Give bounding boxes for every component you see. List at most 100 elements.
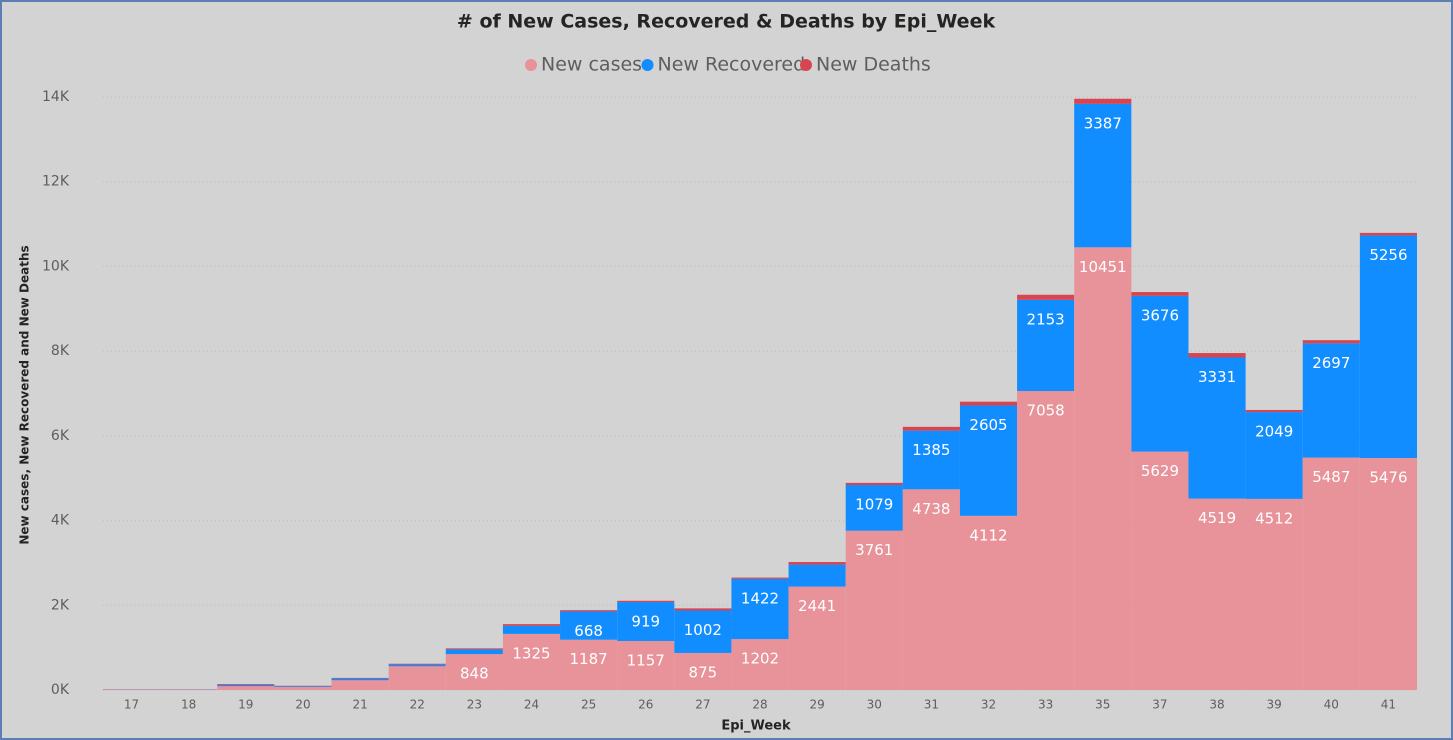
data-label: 848 (460, 665, 489, 683)
data-label: 5256 (1369, 246, 1407, 264)
bar-segment (1131, 295, 1189, 452)
data-label: 1422 (741, 589, 779, 607)
data-label: 2605 (969, 416, 1007, 434)
x-tick-label: 29 (809, 698, 824, 712)
data-label: 4512 (1255, 509, 1293, 527)
bar-segment (674, 652, 732, 690)
data-label: 2049 (1255, 423, 1293, 441)
bar-segment (274, 687, 332, 690)
bar-segment (217, 686, 275, 690)
x-tick-label: 39 (1267, 698, 1282, 712)
bar-segment (560, 611, 618, 640)
data-label: 1202 (741, 650, 779, 668)
bar-segment (502, 633, 561, 690)
x-tick-label: 41 (1381, 698, 1396, 712)
y-tick-label: 2K (51, 597, 70, 613)
bar-segment (1359, 232, 1417, 236)
bar-segment (788, 562, 846, 565)
y-tick-label: 8K (51, 343, 70, 359)
bar-segment (331, 680, 389, 690)
bar-segment (1359, 235, 1417, 459)
data-label: 3676 (1141, 306, 1179, 324)
bar-segment (845, 484, 903, 531)
legend-label: New cases (541, 54, 642, 76)
data-label: 668 (574, 622, 603, 640)
data-label: 5629 (1141, 462, 1179, 480)
bar-segment (1131, 292, 1189, 296)
legend: New cases New Recovered New Deaths (525, 54, 931, 76)
bar-segment (217, 684, 275, 687)
data-label: 7058 (1027, 402, 1065, 420)
data-label: 3761 (855, 541, 893, 559)
bar-segment (1131, 451, 1189, 690)
x-tick-label: 35 (1095, 698, 1110, 712)
bar-segment (331, 677, 389, 679)
data-label: 2441 (798, 597, 836, 615)
x-tick-label: 24 (524, 698, 539, 712)
bar-segment (1302, 457, 1360, 690)
bar-segment (959, 401, 1018, 406)
x-tick-label: 19 (238, 698, 253, 712)
y-tick-label: 10K (42, 258, 70, 274)
y-tick-label: 0K (51, 682, 70, 698)
data-label: 1157 (627, 651, 665, 669)
data-label: 2697 (1312, 354, 1350, 372)
bar-segment (902, 489, 960, 690)
bar-segment (560, 610, 618, 612)
bar-segment (1074, 98, 1132, 104)
data-label: 1079 (855, 495, 893, 513)
bar-segment (617, 602, 675, 641)
data-label: 875 (689, 663, 718, 681)
bar-segment (1188, 353, 1246, 358)
bar-segment (959, 515, 1018, 690)
bar-segment (788, 564, 846, 587)
bar-segment (331, 678, 389, 681)
x-tick-label: 28 (752, 698, 767, 712)
data-label: 1187 (570, 650, 608, 668)
bar-segment (1245, 498, 1303, 690)
bar-segment (731, 639, 789, 690)
data-label: 4112 (969, 526, 1007, 544)
data-label: 10451 (1079, 258, 1127, 276)
bar-segment (502, 624, 561, 626)
x-tick-label: 22 (410, 698, 425, 712)
bar-segment (1245, 409, 1303, 413)
x-tick-label: 27 (695, 698, 710, 712)
bar-segment (445, 648, 503, 650)
legend-label: New Deaths (816, 54, 931, 76)
bar-segment (502, 625, 561, 634)
x-tick-label: 38 (1209, 698, 1224, 712)
legend-marker (800, 59, 812, 71)
data-label: 5487 (1312, 468, 1350, 486)
x-tick-label: 21 (352, 698, 367, 712)
bar-segment (845, 530, 903, 690)
x-tick-label: 17 (124, 698, 139, 712)
y-tick-label: 6K (51, 428, 70, 444)
bar-segment (845, 482, 903, 485)
legend-label: New Recovered (658, 54, 806, 76)
bar-segment (1017, 299, 1075, 392)
x-tick-label: 20 (295, 698, 310, 712)
bar-segment (1074, 103, 1132, 248)
bar-segment (103, 689, 161, 690)
bar-segment (1074, 247, 1132, 690)
bar-segment (902, 426, 960, 431)
bar-segment (959, 405, 1018, 516)
x-tick-label: 26 (638, 698, 653, 712)
data-label: 919 (631, 613, 660, 631)
x-tick-label: 30 (867, 698, 882, 712)
bar-segment (731, 578, 789, 640)
data-label: 1325 (512, 644, 550, 662)
legend-marker (525, 59, 537, 71)
x-tick-label: 18 (181, 698, 196, 712)
bar-segment (160, 689, 218, 690)
x-tick-label: 31 (924, 698, 939, 712)
bar-segment (1302, 340, 1360, 344)
bar-segment (674, 608, 732, 611)
x-tick-label: 37 (1152, 698, 1167, 712)
data-label: 4519 (1198, 509, 1236, 527)
y-axis-label: New cases, New Recovered and New Deaths (18, 245, 32, 544)
bar-segment (388, 666, 446, 690)
